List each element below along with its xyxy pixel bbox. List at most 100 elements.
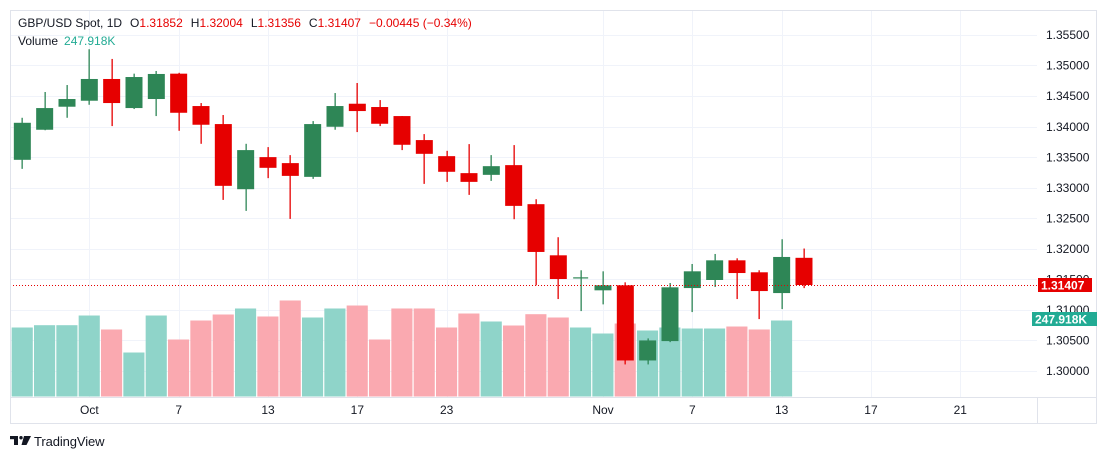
candle-body	[773, 256, 791, 294]
volume-bar	[346, 305, 368, 397]
price-axis-label: 1.33000	[1046, 181, 1090, 195]
volume-bar	[279, 300, 301, 397]
candle	[36, 91, 54, 131]
candle	[505, 145, 523, 220]
volume-bar	[324, 308, 346, 397]
candle-body	[482, 166, 500, 175]
candle	[527, 199, 545, 286]
candle-body	[527, 204, 545, 252]
tradingview-branding[interactable]: TradingView	[10, 432, 105, 450]
volume-bar	[234, 308, 257, 397]
candle	[304, 121, 322, 179]
price-axis-label: 1.30000	[1046, 364, 1090, 378]
candle-body	[58, 99, 76, 107]
candle-body	[192, 106, 210, 125]
candle-body	[573, 277, 589, 279]
price-axis-label: 1.32500	[1046, 211, 1090, 225]
volume-bar	[592, 333, 614, 397]
candle-body	[616, 285, 634, 361]
candle-body	[706, 260, 724, 280]
volume-bar	[547, 317, 569, 397]
last-volume-badge: 247.918K	[1032, 312, 1097, 327]
volume-bar	[458, 313, 480, 397]
candle-body	[415, 140, 433, 154]
volume-bar	[525, 314, 547, 397]
candle	[214, 115, 232, 200]
volume-label[interactable]: Volume	[18, 34, 59, 48]
candle	[438, 150, 456, 182]
volume-bar	[391, 308, 413, 397]
candle-body	[639, 340, 657, 361]
candle-wick	[580, 270, 582, 312]
price-axis-label: 1.34500	[1046, 89, 1090, 103]
candle-body	[281, 163, 299, 176]
candle	[728, 258, 746, 300]
candle	[750, 270, 768, 320]
candle-body	[661, 287, 679, 342]
ohlc-legend: GBP/USD Spot, 1D O 1.31852 H 1.32004 L 1.31…	[18, 16, 472, 30]
price-series	[13, 49, 813, 365]
candle-body	[371, 107, 389, 124]
candle	[13, 117, 31, 169]
candle	[125, 73, 143, 110]
candle-body	[438, 156, 456, 172]
volume-bar	[212, 314, 234, 397]
candle	[773, 239, 791, 310]
candle-body	[125, 77, 143, 109]
time-axis-drag-area[interactable]	[11, 398, 1037, 423]
time-axis-label: 13	[775, 403, 789, 417]
candle	[103, 58, 121, 127]
candle-body	[170, 73, 188, 113]
price-axis-label: 1.32000	[1046, 242, 1090, 256]
tradingview-logo-icon	[10, 436, 31, 445]
price-axis-label: 1.34000	[1046, 120, 1090, 134]
candle	[549, 237, 567, 300]
last-price-badge: 1.31407	[1038, 278, 1092, 293]
time-axis-label: 17	[351, 403, 365, 417]
volume-bar	[770, 320, 793, 397]
price-axis-label: 1.35500	[1046, 28, 1090, 42]
candle	[616, 282, 634, 365]
symbol-title[interactable]: GBP/USD Spot, 1D	[18, 16, 123, 30]
volume-bar	[56, 325, 78, 397]
candle-body	[795, 257, 813, 286]
candle-wick	[289, 155, 291, 219]
volume-legend: Volume 247.918K	[18, 34, 115, 48]
candle-body	[103, 78, 121, 104]
price-axis[interactable]: 1.35500 1.35000 1.34500 1.34000 1.33500 1.330…	[1037, 11, 1096, 397]
low-value: L 1.31356	[250, 16, 301, 30]
price-axis-label: 1.33500	[1046, 150, 1090, 164]
volume-bar	[257, 316, 279, 397]
volume-bar	[659, 327, 681, 397]
time-axis-label: 13	[261, 403, 275, 417]
last-price-badge-text: 1.31407	[1041, 279, 1085, 293]
candle	[795, 248, 813, 289]
volume-bar	[703, 328, 726, 397]
candle	[460, 144, 478, 195]
candle-body	[237, 150, 255, 190]
volume-bar	[569, 327, 592, 397]
last-volume-badge-text: 247.918K	[1035, 313, 1087, 327]
volume-bar	[190, 320, 212, 397]
candle	[326, 93, 344, 130]
time-axis[interactable]: Oct 7 13 17 23 Nov 7 13 17 21	[11, 398, 1037, 423]
candle-body	[13, 122, 31, 160]
time-axis-label: Nov	[592, 403, 613, 417]
time-axis-label: 23	[440, 403, 454, 417]
candle	[683, 263, 701, 313]
volume-bar	[726, 326, 748, 397]
volume-bar	[368, 339, 391, 397]
candle	[80, 49, 98, 105]
candle-body	[683, 271, 701, 289]
change-value: −0.00445 (−0.34%)	[368, 16, 472, 30]
candle	[482, 155, 500, 181]
candle-body	[728, 260, 746, 274]
volume-bar	[145, 315, 167, 397]
volume-bar	[413, 308, 435, 397]
candle-body	[348, 103, 366, 112]
candle-body	[214, 124, 232, 186]
candle-body	[36, 108, 54, 130]
candle-body	[80, 78, 98, 101]
volume-bar	[748, 329, 770, 397]
